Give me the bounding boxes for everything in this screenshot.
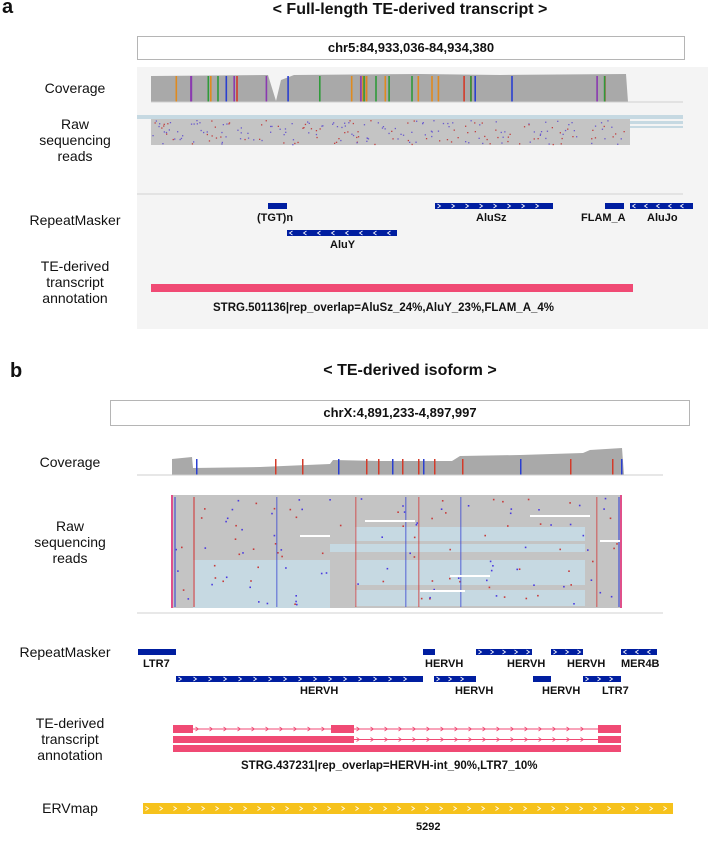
ervmap-value: 5292 <box>416 821 441 833</box>
panel-b-title: < TE-derived isoform > <box>323 362 497 379</box>
panel-b-repeatmasker-track <box>138 649 657 682</box>
repeat-label-hervh-3: HERVH <box>455 685 494 697</box>
transcript-isoform-2 <box>173 736 621 743</box>
panel-a-transcript-track <box>151 284 633 292</box>
repeat-label-hervh-4: HERVH <box>507 658 546 670</box>
panel-a-repeatmasker-track <box>268 203 693 236</box>
panel-a-letter: a <box>2 0 14 18</box>
repeat-label-hervh-main: HERVH <box>300 685 339 697</box>
repeat-tgt <box>268 203 287 209</box>
panel-b-transcript-track <box>173 725 621 752</box>
panel-a-coverage-track <box>151 74 683 103</box>
repeat-label-hervh-2: HERVH <box>425 658 464 670</box>
repeat-alusz <box>435 203 553 209</box>
repeat-ltr7-left <box>138 649 176 655</box>
panel-b-coverage-track <box>137 448 663 476</box>
panel-b-coverage-label: Coverage <box>39 454 101 470</box>
repeat-hervh-main <box>176 676 423 682</box>
panel-b-letter: b <box>10 360 23 382</box>
repeat-hervh-3 <box>434 676 476 682</box>
repeat-label-ltr7-left: LTR7 <box>143 658 170 670</box>
panel-a-reads-track <box>137 115 683 195</box>
repeat-label-mer4b: MER4B <box>621 658 660 670</box>
panel-b-ervmap-label: ERVmap <box>42 800 98 816</box>
transcript-isoform-3 <box>173 745 621 752</box>
repeat-flam-a <box>605 203 624 209</box>
panel-a-repeatmasker-label: RepeatMasker <box>29 212 121 228</box>
repeat-label-alujo: AluJo <box>647 212 678 224</box>
ervmap-element <box>143 803 673 814</box>
panel-b-ervmap-track <box>143 803 673 814</box>
repeat-label-flam-a: FLAM_A <box>581 212 626 224</box>
panel-a-locus[interactable]: chr5:84,933,036-84,934,380 <box>137 36 685 60</box>
repeat-hervh-5 <box>533 676 551 682</box>
panel-b-raw-reads-label: Raw sequencing reads <box>34 518 106 566</box>
repeat-label-hervh-5: HERVH <box>542 685 581 697</box>
transcript-isoform-1 <box>173 725 621 733</box>
panel-b-annotation-label: TE-derived transcript annotation <box>35 715 105 763</box>
repeat-hervh-2 <box>423 649 435 655</box>
panel-a-coverage-label: Coverage <box>44 80 106 96</box>
repeat-label-tgt: (TGT)n <box>257 212 294 224</box>
panel-b-locus[interactable]: chrX:4,891,233-4,897,997 <box>110 400 690 426</box>
repeat-hervh-6 <box>551 649 583 655</box>
repeat-label-ltr7-right: LTR7 <box>602 685 629 697</box>
repeat-aluy <box>287 230 397 236</box>
panel-b-transcript-label: STRG.437231|rep_overlap=HERVH-int_90%,LT… <box>241 760 538 772</box>
panel-a-title: < Full-length TE-derived transcript > <box>272 1 548 18</box>
repeat-ltr7-right <box>583 676 621 682</box>
panel-a-annotation-label: TE-derived transcript annotation <box>40 258 110 306</box>
panel-a-raw-reads-label: Raw sequencing reads <box>39 116 111 164</box>
panel-b-repeatmasker-label: RepeatMasker <box>19 644 111 660</box>
repeat-label-alusz: AluSz <box>476 212 507 224</box>
repeat-label-hervh-6: HERVH <box>567 658 606 670</box>
panel-a-transcript-label: STRG.501136|rep_overlap=AluSz_24%,AluY_2… <box>213 302 555 314</box>
repeat-label-aluy: AluY <box>330 239 356 251</box>
repeat-alujo <box>630 203 693 209</box>
repeat-hervh-4 <box>476 649 532 655</box>
repeat-mer4b <box>621 649 657 655</box>
transcript-strg-501136 <box>151 284 633 292</box>
panel-b-reads-track <box>137 495 663 614</box>
